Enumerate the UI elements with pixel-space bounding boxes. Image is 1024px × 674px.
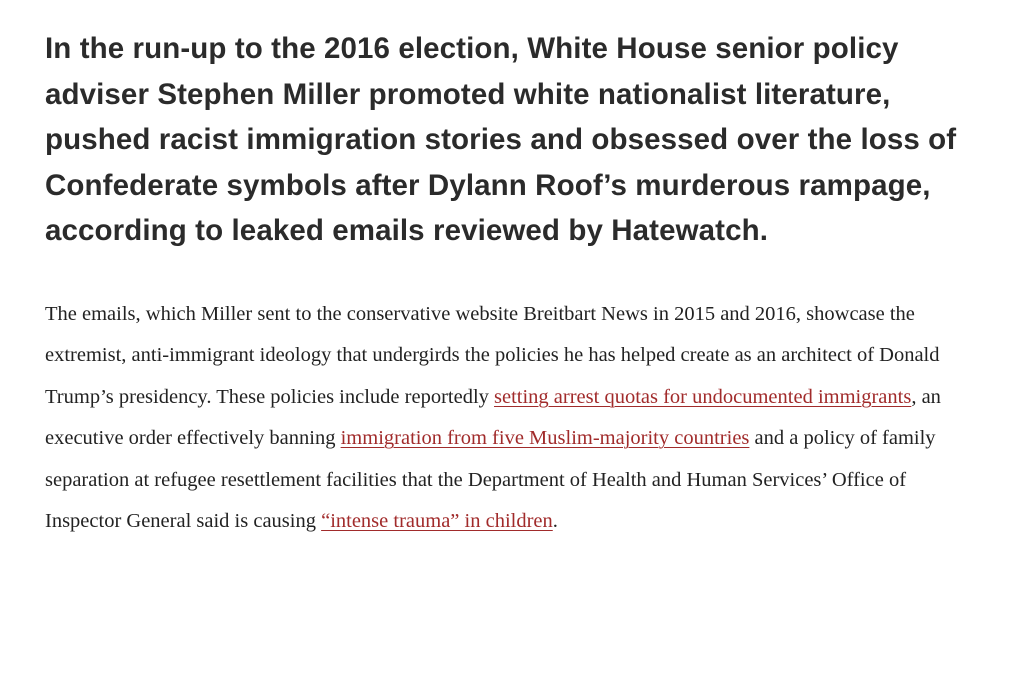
intense-trauma-link[interactable]: “intense trauma” in children bbox=[321, 510, 553, 532]
muslim-ban-link[interactable]: immigration from five Muslim-majority co… bbox=[340, 427, 750, 449]
paragraph-text: The emails, which Miller sent to the con… bbox=[45, 302, 940, 408]
article-lede: In the run-up to the 2016 election, Whit… bbox=[45, 32, 957, 247]
arrest-quotas-link[interactable]: setting arrest quotas for undocumented i… bbox=[494, 385, 912, 408]
article-paragraph: The emails, which Miller sent to the con… bbox=[45, 294, 965, 543]
paragraph-text: . bbox=[552, 510, 558, 532]
paragraph-text: , an executive order effectively banning bbox=[45, 385, 941, 450]
paragraph-text: and a policy of family separation at ref… bbox=[45, 427, 936, 532]
article: In the run-up to the 2016 election, Whit… bbox=[45, 26, 985, 543]
